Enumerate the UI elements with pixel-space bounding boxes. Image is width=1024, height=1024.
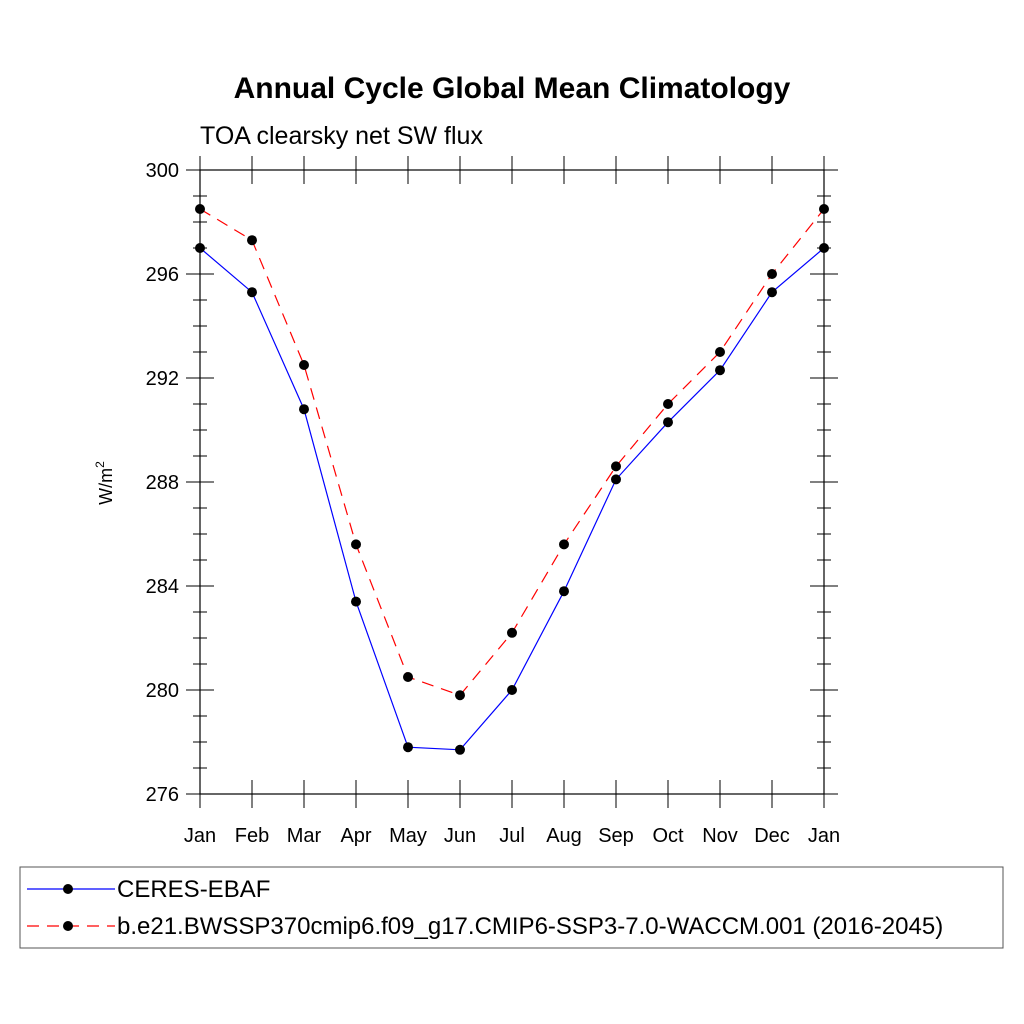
x-tick-label: Mar: [287, 825, 322, 847]
data-point-1: [403, 672, 413, 682]
y-tick-labels: 276 280 284 288 292 296 300: [146, 160, 179, 806]
chart-title: Annual Cycle Global Mean Climatology: [234, 72, 791, 105]
series-line-1: [199, 208, 825, 696]
data-point-0: [507, 685, 517, 695]
legend-label-model: b.e21.BWSSP370cmip6.f09_g17.CMIP6-SSP3-7…: [117, 913, 943, 940]
data-point-0: [715, 365, 725, 376]
x-tick-labels: Jan Feb Mar Apr May Jun Jul Aug Sep Oct Nov Dec Jan: [184, 825, 840, 847]
y-tick-label: 296: [146, 264, 179, 286]
x-tick-label: Jan: [184, 825, 216, 847]
data-point-0: [767, 287, 777, 298]
plot-frame: [199, 169, 825, 795]
data-point-1: [715, 347, 725, 357]
y-tick-label: 284: [146, 576, 179, 598]
legend-marker-model: [63, 921, 73, 931]
x-tick-label: Jul: [499, 825, 525, 847]
data-point-0: [351, 596, 361, 607]
x-tick-label: Sep: [598, 825, 634, 847]
data-point-1: [247, 235, 257, 246]
data-point-1: [507, 627, 517, 638]
y-tick-label: 288: [146, 472, 179, 494]
axis-ticks: [186, 156, 838, 808]
data-point-0: [247, 287, 257, 298]
series-line-0: [199, 247, 825, 751]
data-point-0: [403, 742, 413, 753]
x-tick-label: Nov: [702, 825, 738, 847]
x-tick-label: Jan: [808, 825, 840, 847]
legend-marker-ceres: [63, 884, 73, 894]
y-axis-label: W/m2: [93, 461, 116, 505]
data-point-1: [663, 399, 673, 409]
x-tick-label: May: [389, 825, 427, 847]
x-tick-label: Feb: [235, 825, 269, 847]
series-layer: [195, 204, 829, 755]
data-point-0: [455, 744, 465, 755]
y-axis-label-text: W/m: [96, 468, 116, 505]
data-point-1: [559, 539, 569, 550]
x-tick-label: Aug: [546, 825, 582, 847]
chart-subtitle: TOA clearsky net SW flux: [200, 122, 483, 150]
legend-label-ceres: CERES-EBAF: [117, 876, 270, 903]
data-point-0: [559, 586, 569, 597]
legend-box: [19, 866, 1004, 949]
x-tick-label: Jun: [444, 825, 476, 847]
data-point-0: [663, 417, 673, 428]
x-tick-label: Apr: [340, 825, 371, 847]
y-tick-label: 300: [146, 160, 179, 182]
x-tick-label: Oct: [652, 825, 684, 847]
y-tick-label: 292: [146, 368, 179, 390]
legend: CERES-EBAF b.e21.BWSSP370cmip6.f09_g17.C…: [19, 866, 1004, 949]
data-point-1: [299, 360, 309, 370]
y-tick-label: 280: [146, 680, 179, 702]
x-tick-label: Dec: [754, 825, 790, 847]
data-point-1: [455, 690, 465, 701]
data-point-0: [611, 474, 621, 485]
data-point-1: [611, 461, 621, 472]
svg-text:W/m2: W/m2: [93, 461, 116, 505]
data-point-1: [351, 539, 361, 550]
data-point-0: [299, 404, 309, 415]
y-tick-label: 276: [146, 784, 179, 806]
data-point-1: [767, 269, 777, 279]
y-axis-label-superscript: 2: [93, 461, 107, 468]
